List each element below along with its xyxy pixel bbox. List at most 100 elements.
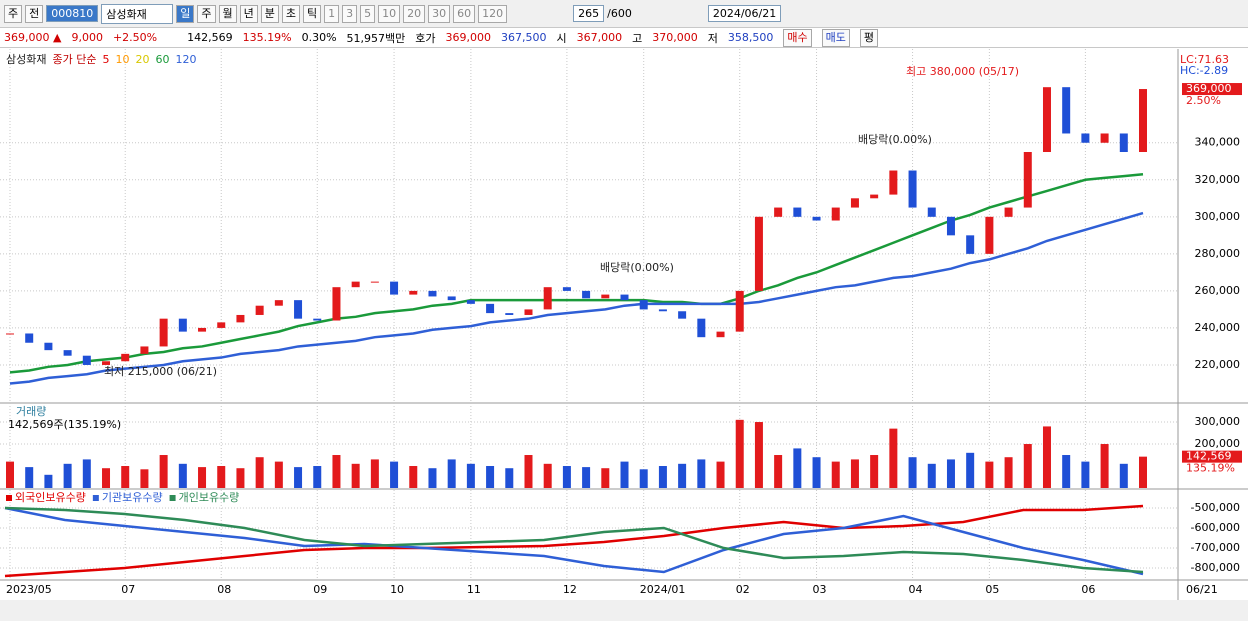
volume-bar [1139,456,1147,488]
buy-button[interactable]: 매수 [783,28,812,47]
volume: 142,569 [187,31,233,44]
candle [236,314,245,323]
x-tick-label: 2023/05 [6,583,52,596]
prev[interactable]: 전 [25,4,44,23]
candle [620,294,629,301]
period[interactable]: 년 [239,4,258,23]
candle [102,361,111,365]
volume-rate: 135.19% [242,31,292,44]
period[interactable]: 틱 [303,4,322,23]
ask: 369,000 [445,31,492,44]
annotation: 최고 380,000 (05/17) [906,65,1019,78]
interval[interactable]: 10 [378,4,401,23]
volume-bar [486,466,495,488]
period[interactable]: 월 [218,4,237,23]
candle [1119,133,1128,152]
volume-bar [543,463,552,488]
volume-bar [562,466,571,488]
volume-bar [505,468,514,488]
volume-bar [6,461,14,488]
candle [44,342,53,351]
x-tick-label: 12 [563,583,577,596]
y-tick-label: 300,000 [1195,210,1241,223]
candle [946,216,955,236]
interval[interactable]: 30 [428,4,451,23]
candle [716,331,725,338]
market[interactable]: 주 [4,4,23,23]
volume-bar [370,459,379,488]
toolbar: 주 전 000810 삼성화재 일 주 월 년 분 초 틱 1 3 5 10 2… [0,0,1248,28]
x-tick-label: 09 [313,583,327,596]
period[interactable]: 초 [281,4,300,23]
volume-bar [274,461,283,488]
volume-bar [850,459,859,488]
volume-bar [1081,461,1090,488]
volume-bar [870,455,879,488]
period[interactable]: 주 [197,4,216,23]
candle [25,333,34,343]
bid: 367,500 [501,31,547,44]
x-tick-label: 05 [985,583,999,596]
period[interactable]: 분 [260,4,279,23]
period[interactable]: 일 [176,4,195,23]
interval[interactable]: 1 [324,4,340,23]
y-tick-label: -700,000 [1191,541,1240,554]
last-volume-rate: 135.19% [1186,462,1235,475]
volume-bar [1119,463,1128,488]
scrollbar[interactable] [0,600,1248,621]
interval[interactable]: 120 [478,4,508,23]
y-tick-label: 340,000 [1195,136,1241,149]
candle [850,198,859,208]
volume-bar [217,466,226,488]
legend-name: 삼성화재 [6,53,46,66]
volume-bar [1062,455,1071,488]
count[interactable]: 265 [573,5,605,22]
open: 367,000 [576,31,623,44]
interval[interactable]: 20 [403,4,426,23]
candle [639,300,648,310]
last-rate: 2.50% [1186,94,1221,107]
low-label: 저 [707,31,718,45]
candle [217,322,226,328]
interval[interactable]: 3 [342,4,358,23]
date[interactable]: 2024/06/21 [707,5,782,22]
volume-bar [140,469,149,488]
stock-name[interactable]: 삼성화재 [101,3,174,24]
code[interactable]: 000810 [46,5,99,22]
candle [889,170,898,195]
high-label: 고 [632,31,643,45]
candle [428,290,437,297]
legend-ma-label: 종가 단순 [52,53,96,66]
holding-line [4,506,1144,576]
candle [985,216,994,254]
sell-button[interactable]: 매도 [821,28,850,47]
candle [812,216,821,221]
legend-item: 외국인보유수량 [15,491,86,504]
volume-bar [25,467,34,488]
annotation: 배당락(0.00%) [858,133,932,146]
ask-label: 호가 [415,31,436,45]
lc-label: LC:71.63 [1180,53,1229,66]
last-volume-tag [1182,450,1242,463]
legend-item: 20 [135,53,149,66]
interval[interactable]: 60 [453,4,476,23]
volume-bar [82,459,91,488]
volume-bar [927,463,936,488]
legend-item: 5 [102,53,109,66]
avg-button[interactable]: 평 [859,28,879,47]
interval[interactable]: 5 [360,4,376,23]
candle [793,207,802,217]
volume-bar [198,467,207,488]
quote-bar: 369,000 ▲ 9,000 +2.50% 142,569 135.19% 0… [0,28,1248,48]
volume-bar [63,463,72,488]
volume-bar [966,452,975,488]
legend-item: 60 [155,53,169,66]
candle [159,318,168,347]
price: 369,000 ▲ [4,31,62,44]
ma-line [9,211,1144,385]
x-tick-label: 10 [390,583,404,596]
x-tick-label: 06/21 [1186,583,1218,596]
candle [82,355,91,365]
y-tick-label: 300,000 [1195,415,1241,428]
candle [1023,152,1032,208]
